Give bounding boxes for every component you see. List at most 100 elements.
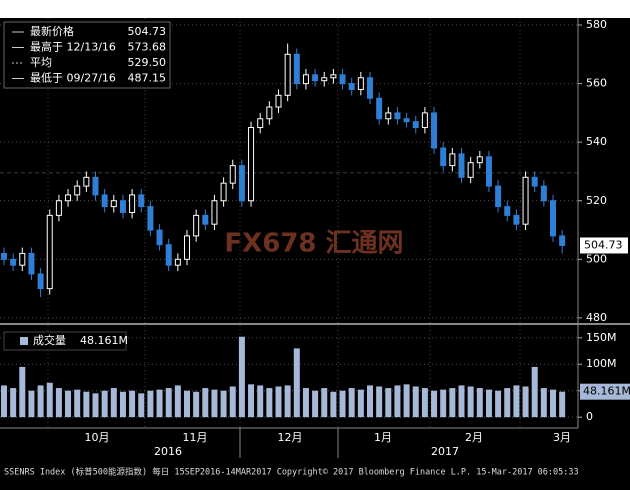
candle-body xyxy=(138,194,145,208)
candle-body xyxy=(476,156,483,164)
candle-body xyxy=(119,200,126,213)
candle-body xyxy=(440,147,447,167)
legend-label: 成交量 xyxy=(33,333,66,347)
volume-bar xyxy=(348,388,355,418)
volume-bar xyxy=(138,393,145,418)
last-volume-tag xyxy=(580,383,630,400)
legend-label: 最高于 12/13/16 xyxy=(30,40,116,54)
candle-body xyxy=(211,200,218,225)
candle-body xyxy=(129,194,136,213)
volume-bar xyxy=(238,336,245,418)
candle-body xyxy=(101,194,108,208)
candle-body xyxy=(513,214,520,225)
y-tick-label: 500 xyxy=(586,252,607,265)
candle-body xyxy=(449,153,456,167)
volume-bar xyxy=(376,386,383,418)
footer: SSENRS Index (标普500能源指数) 每日 15SEP2016-14… xyxy=(4,467,579,478)
month-label: 3月 xyxy=(553,431,571,444)
legend-value: 487.15 xyxy=(128,72,167,85)
legend-box xyxy=(3,331,127,351)
volume-bar xyxy=(202,388,209,418)
last-price-tag xyxy=(580,237,628,254)
y-tick-label: 0 xyxy=(586,410,593,423)
candle-body xyxy=(284,53,291,96)
y-tick-label: 580 xyxy=(586,18,607,31)
volume-bar xyxy=(211,389,218,418)
candle-body xyxy=(19,252,26,266)
candle-body xyxy=(421,112,428,129)
volume-bar xyxy=(74,389,81,418)
volume-bar xyxy=(257,385,264,418)
volume-bar xyxy=(220,390,227,418)
legend-box xyxy=(3,21,171,89)
volume-bar xyxy=(1,385,7,418)
y-tick-label: 520 xyxy=(586,194,607,207)
volume-bar xyxy=(394,385,401,418)
volume-bar xyxy=(156,389,163,418)
legend-value: 504.73 xyxy=(128,25,167,38)
volume-bar xyxy=(540,388,547,418)
candle-body xyxy=(412,121,419,129)
volume-bar xyxy=(357,389,364,418)
candle-body xyxy=(376,97,383,120)
volume-bar xyxy=(312,390,319,418)
legend-value: 529.50 xyxy=(128,56,167,69)
volume-bar xyxy=(367,385,373,418)
volume-bar xyxy=(10,388,17,418)
candle-body xyxy=(467,162,474,178)
volume-bar xyxy=(65,390,72,418)
y-tick-label: 560 xyxy=(586,77,607,90)
candle-body xyxy=(504,206,511,216)
candle-body xyxy=(229,165,236,184)
year-label: 2016 xyxy=(154,445,182,458)
legend-label: 最新价格 xyxy=(30,24,74,38)
volume-bar xyxy=(101,390,108,418)
volume-bar xyxy=(55,388,62,418)
volume-bar xyxy=(421,388,428,418)
month-label: 10月 xyxy=(85,431,110,444)
volume-bar xyxy=(19,366,26,418)
candle-body xyxy=(266,106,273,120)
volume-bar xyxy=(513,385,520,418)
candle-body xyxy=(312,74,319,82)
candle-body xyxy=(156,229,163,246)
candle-body xyxy=(110,200,117,208)
volume-bar xyxy=(485,389,492,418)
candle-body xyxy=(559,235,566,246)
volume-bar xyxy=(46,382,53,418)
candle-body xyxy=(92,176,99,196)
month-label: 1月 xyxy=(374,431,392,444)
y-tick-label: 150M xyxy=(586,331,617,344)
last-price-label: 504.73 xyxy=(584,238,623,251)
candle-body xyxy=(174,258,181,266)
candle-body xyxy=(522,176,529,225)
candle-body xyxy=(403,118,410,123)
candle-body xyxy=(540,185,547,202)
candle-body xyxy=(330,74,337,79)
volume-bar xyxy=(385,388,392,418)
candle-body xyxy=(193,214,200,237)
candle-body xyxy=(10,258,17,266)
volume-bar xyxy=(476,388,483,418)
volume-bar xyxy=(229,386,236,418)
volume-bar xyxy=(504,388,511,418)
candle-body xyxy=(55,200,62,216)
volume-bar xyxy=(458,385,465,418)
last-volume-label: 48.161M xyxy=(583,385,630,398)
year-label: 2017 xyxy=(431,445,459,458)
volume-bar xyxy=(440,389,447,418)
legend-key xyxy=(20,337,28,345)
volume-bar xyxy=(266,388,273,418)
legend-value: 48.161M xyxy=(80,334,128,347)
volume-bar xyxy=(119,391,126,418)
volume-bar xyxy=(248,384,255,418)
candle-body xyxy=(37,273,44,290)
volume-bar xyxy=(403,384,410,418)
candle-body xyxy=(1,252,7,260)
volume-bar xyxy=(559,391,566,418)
candle-body xyxy=(357,77,364,90)
volume-bar xyxy=(28,390,35,418)
watermark: FX678 汇通网 xyxy=(224,229,403,259)
volume-bar xyxy=(522,386,529,418)
